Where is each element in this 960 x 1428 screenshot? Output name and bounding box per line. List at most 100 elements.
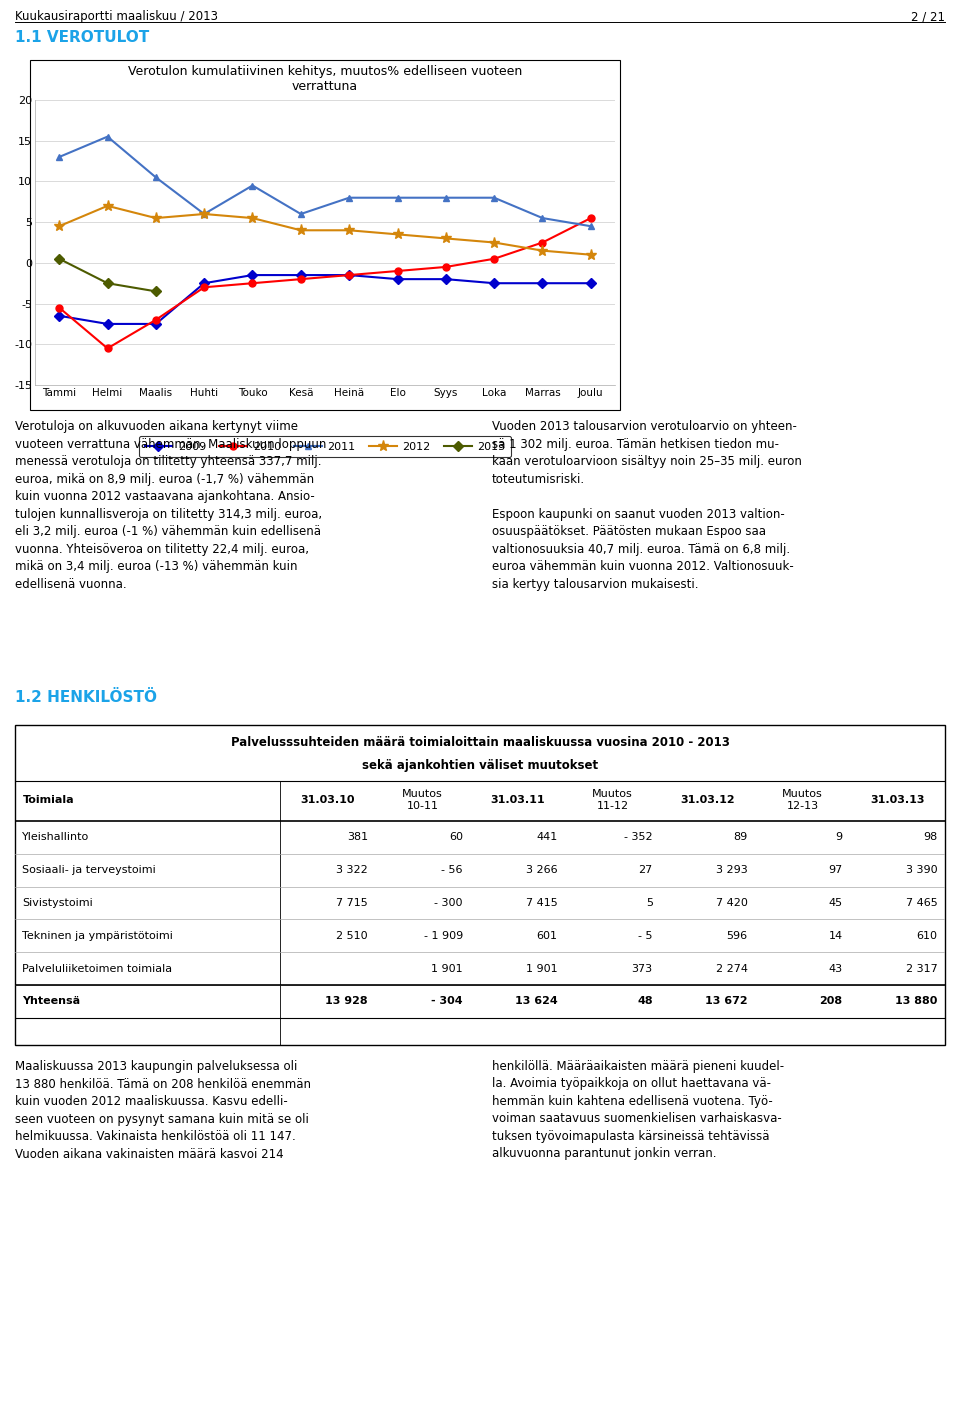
2011 <box>537 210 548 227</box>
2010 <box>585 210 596 227</box>
Text: 31.03.11: 31.03.11 <box>491 795 545 805</box>
2009 <box>102 316 113 333</box>
Text: 9: 9 <box>835 833 843 843</box>
2009 <box>247 267 258 284</box>
Text: 14: 14 <box>828 931 843 941</box>
Text: - 352: - 352 <box>624 833 653 843</box>
Text: 2 274: 2 274 <box>715 964 748 974</box>
2009 <box>150 316 161 333</box>
Text: 2 / 21: 2 / 21 <box>911 10 945 23</box>
Text: 31.03.10: 31.03.10 <box>300 795 355 805</box>
2012 <box>102 197 113 214</box>
Text: 1.2 HENKILÖSTÖ: 1.2 HENKILÖSTÖ <box>15 690 157 705</box>
Text: 7 415: 7 415 <box>526 898 558 908</box>
Text: Yleishallinto: Yleishallinto <box>22 833 89 843</box>
2009 <box>199 274 210 291</box>
Text: Verotuloja on alkuvuoden aikana kertynyt viime
vuoteen verrattuna vähemmän. Maal: Verotuloja on alkuvuoden aikana kertynyt… <box>15 420 326 591</box>
2011 <box>392 188 403 206</box>
2011 <box>344 188 355 206</box>
Text: 13 880: 13 880 <box>895 997 938 1007</box>
2010 <box>344 267 355 284</box>
Text: 13 624: 13 624 <box>515 997 558 1007</box>
Text: 7 465: 7 465 <box>906 898 938 908</box>
Text: Vuoden 2013 talousarvion verotuloarvio on yhteen-
sä 1 302 milj. euroa. Tämän he: Vuoden 2013 talousarvion verotuloarvio o… <box>492 420 802 591</box>
Text: - 300: - 300 <box>434 898 463 908</box>
2012 <box>199 206 210 223</box>
Text: 31.03.12: 31.03.12 <box>681 795 735 805</box>
Text: - 5: - 5 <box>638 931 653 941</box>
2010 <box>295 270 306 287</box>
Text: 373: 373 <box>632 964 653 974</box>
2013 <box>102 274 113 291</box>
Text: 3 266: 3 266 <box>526 865 558 875</box>
Text: 2 510: 2 510 <box>336 931 368 941</box>
Text: Muutos
11-12: Muutos 11-12 <box>592 790 633 811</box>
2012 <box>150 210 161 227</box>
Line: 2009: 2009 <box>56 271 594 327</box>
2011 <box>150 169 161 186</box>
Text: 441: 441 <box>537 833 558 843</box>
2012 <box>295 221 306 238</box>
Text: Muutos
10-11: Muutos 10-11 <box>402 790 444 811</box>
Text: 45: 45 <box>828 898 843 908</box>
Line: 2011: 2011 <box>56 133 594 230</box>
Text: Kuukausiraportti maaliskuu / 2013: Kuukausiraportti maaliskuu / 2013 <box>15 10 218 23</box>
Text: 13 928: 13 928 <box>325 997 368 1007</box>
Text: - 1 909: - 1 909 <box>423 931 463 941</box>
Text: - 304: - 304 <box>431 997 463 1007</box>
Line: 2013: 2013 <box>56 256 159 294</box>
2009 <box>392 270 403 287</box>
Text: 97: 97 <box>828 865 843 875</box>
2012 <box>54 217 65 234</box>
Text: 7 420: 7 420 <box>716 898 748 908</box>
Text: 610: 610 <box>917 931 938 941</box>
Text: Tekninen ja ympäristötoimi: Tekninen ja ympäristötoimi <box>22 931 174 941</box>
Text: 601: 601 <box>537 931 558 941</box>
Text: 98: 98 <box>924 833 938 843</box>
Text: 1 901: 1 901 <box>526 964 558 974</box>
Text: 208: 208 <box>820 997 843 1007</box>
2009 <box>54 307 65 324</box>
Text: Toimiala: Toimiala <box>22 795 74 805</box>
Text: 48: 48 <box>637 997 653 1007</box>
2010 <box>489 250 500 267</box>
2012 <box>585 246 596 263</box>
2011 <box>440 188 451 206</box>
Text: Muutos
12-13: Muutos 12-13 <box>782 790 823 811</box>
Text: Sivistystoimi: Sivistystoimi <box>22 898 93 908</box>
2011 <box>199 206 210 223</box>
Text: - 56: - 56 <box>442 865 463 875</box>
2009 <box>585 274 596 291</box>
Text: 3 322: 3 322 <box>336 865 368 875</box>
2011 <box>489 188 500 206</box>
2013 <box>150 283 161 300</box>
2011 <box>247 177 258 194</box>
2010 <box>440 258 451 276</box>
2009 <box>489 274 500 291</box>
Text: 381: 381 <box>347 833 368 843</box>
Text: sekä ajankohtien väliset muutokset: sekä ajankohtien väliset muutokset <box>362 758 598 771</box>
2010 <box>102 340 113 357</box>
2009 <box>344 267 355 284</box>
Text: henkilöllä. Määräaikaisten määrä pieneni kuudel-
la. Avoimia työpaikkoja on ollu: henkilöllä. Määräaikaisten määrä pieneni… <box>492 1060 784 1161</box>
2009 <box>537 274 548 291</box>
2011 <box>102 129 113 146</box>
Text: 2 317: 2 317 <box>906 964 938 974</box>
2009 <box>440 270 451 287</box>
2012 <box>537 243 548 260</box>
Text: Sosiaali- ja terveystoimi: Sosiaali- ja terveystoimi <box>22 865 156 875</box>
2012 <box>489 234 500 251</box>
Text: 31.03.13: 31.03.13 <box>871 795 924 805</box>
Text: 596: 596 <box>727 931 748 941</box>
Text: 7 715: 7 715 <box>336 898 368 908</box>
2010 <box>392 263 403 280</box>
2009 <box>295 267 306 284</box>
2010 <box>54 298 65 316</box>
Text: 1.1 VEROTULOT: 1.1 VEROTULOT <box>15 30 149 46</box>
2012 <box>440 230 451 247</box>
Title: Verotulon kumulatiivinen kehitys, muutos% edelliseen vuoteen
verrattuna: Verotulon kumulatiivinen kehitys, muutos… <box>128 66 522 93</box>
2012 <box>247 210 258 227</box>
2013 <box>54 250 65 267</box>
2011 <box>585 217 596 234</box>
Legend: 2009, 2010, 2011, 2012, 2013: 2009, 2010, 2011, 2012, 2013 <box>139 436 511 457</box>
